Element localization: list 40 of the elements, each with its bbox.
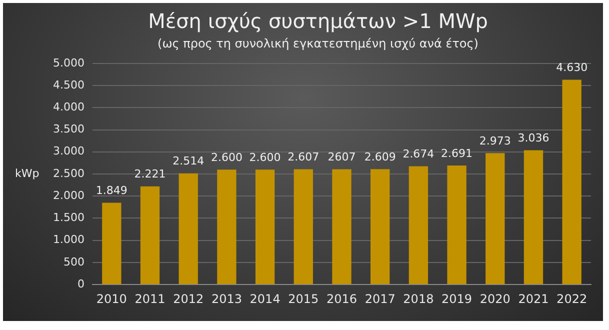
x-tick-label: 2020 (480, 292, 510, 306)
y-axis-title: kWp (15, 166, 40, 180)
data-label: 2.514 (172, 154, 204, 168)
chart-subtitle: (ως προς τη συνολική εγκατεστημένη ισχύ ανά έτος) (158, 36, 478, 50)
y-tick-label: 0 (77, 277, 84, 290)
y-tick-label: 1.000 (52, 233, 84, 246)
x-tick-label: 2022 (556, 292, 588, 306)
data-label: 2.609 (364, 150, 396, 164)
data-label: 4.630 (556, 61, 588, 74)
data-label: 3.036 (518, 132, 550, 145)
x-tick-label: 2019 (442, 292, 472, 306)
y-tick-label: 4.000 (52, 100, 84, 114)
y-tick-label: 1.500 (52, 211, 84, 224)
data-label: 2.691 (441, 146, 473, 160)
data-label: 2.221 (134, 168, 166, 181)
chart-title: Μέση ισχύς συστημάτων >1 MWp (148, 9, 488, 34)
x-tick-label: 2011 (134, 292, 166, 306)
y-tick-label: 3.000 (52, 144, 84, 158)
data-label: 2607 (328, 150, 356, 164)
data-label: 2.973 (479, 134, 511, 148)
data-label: 2.607 (288, 150, 320, 164)
x-tick-label: 2017 (364, 292, 396, 306)
y-tick-label: 3.500 (52, 122, 84, 136)
y-tick-label: 2.500 (52, 166, 84, 180)
data-label: 2.600 (210, 150, 242, 164)
y-tick-label: 5.000 (52, 56, 84, 70)
x-tick-label: 2010 (96, 292, 127, 306)
x-tick-label: 2012 (173, 292, 204, 306)
data-label: 2.600 (249, 150, 281, 164)
x-tick-label: 2016 (326, 292, 358, 306)
data-label: 2.674 (402, 148, 434, 161)
x-tick-label: 2013 (211, 292, 242, 306)
data-label: 1.849 (96, 184, 128, 198)
y-tick-label: 2.000 (52, 188, 84, 202)
x-tick-label: 2015 (288, 292, 319, 306)
x-tick-label: 2018 (403, 292, 434, 306)
x-tick-label: 2014 (250, 292, 280, 306)
x-tick-label: 2021 (518, 292, 549, 306)
y-tick-label: 500 (63, 255, 84, 268)
y-tick-label: 4.500 (52, 78, 84, 92)
